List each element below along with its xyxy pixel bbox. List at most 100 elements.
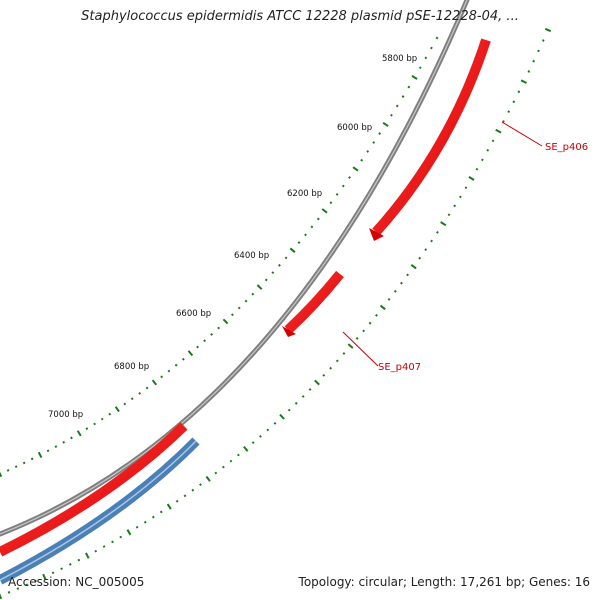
outer-scale-major-tick xyxy=(85,552,90,559)
outer-scale-minor-tick xyxy=(77,558,81,562)
inner-scale-major-tick xyxy=(222,318,229,325)
scale-label-5800: 5800 bp xyxy=(382,54,417,64)
inner-scale-major-tick xyxy=(411,75,418,80)
inner-scale-minor-tick xyxy=(108,412,112,416)
gene-SE_p407-shape[interactable] xyxy=(284,270,344,334)
inner-scale-minor-tick xyxy=(123,402,127,406)
outer-scale-major-tick xyxy=(166,503,172,510)
outer-scale-minor-tick xyxy=(214,471,218,475)
outer-scale-minor-tick xyxy=(294,401,298,405)
inner-scale-minor-tick xyxy=(366,150,370,153)
outer-scale-major-tick xyxy=(126,529,132,536)
outer-scale-minor-tick xyxy=(322,373,326,377)
outer-scale-major-tick xyxy=(347,343,354,349)
outer-scale-major-tick xyxy=(520,79,527,84)
inner-scale-minor-tick xyxy=(181,357,185,361)
scale-label-6200: 6200 bp xyxy=(287,189,322,199)
inner-scale-minor-tick xyxy=(196,345,199,349)
inner-scale-minor-tick xyxy=(244,299,248,303)
outer-scale-minor-tick xyxy=(60,567,63,571)
outer-scale-minor-tick xyxy=(191,488,195,492)
outer-scale-minor-tick xyxy=(480,158,484,162)
outer-scale-minor-tick xyxy=(308,388,312,391)
outer-scale-minor-tick xyxy=(229,459,233,463)
outer-scale-major-tick xyxy=(440,221,447,227)
outer-scale-minor-tick xyxy=(119,535,123,539)
outer-scale-minor-tick xyxy=(34,579,37,583)
inner-scale-minor-tick xyxy=(401,95,405,98)
inner-scale-minor-tick xyxy=(14,465,18,469)
gene-label-SE_p407[interactable]: SE_p407 xyxy=(378,362,421,373)
inner-scale-major-tick xyxy=(151,379,157,386)
inner-scale-minor-tick xyxy=(278,263,281,267)
outer-scale-minor-tick xyxy=(512,100,516,104)
scale-label-6600: 6600 bp xyxy=(176,309,211,319)
gene-lower-reverse-shape[interactable] xyxy=(0,437,200,585)
inner-scale-minor-tick xyxy=(70,436,73,440)
gene-SE_p406-shape[interactable] xyxy=(372,38,491,236)
inner-scale-major-tick xyxy=(289,247,296,253)
outer-scale-minor-tick xyxy=(507,110,511,113)
outer-scale-minor-tick xyxy=(537,49,540,53)
outer-scale-minor-tick xyxy=(362,329,366,333)
outer-scale-minor-tick xyxy=(7,591,11,594)
inner-scale-minor-tick xyxy=(390,113,393,117)
outer-scale-minor-tick xyxy=(151,515,155,519)
gene-SE_p406-leader-line xyxy=(501,121,543,147)
outer-scale-major-tick xyxy=(495,128,502,134)
outer-scale-minor-tick xyxy=(400,281,403,285)
inner-scale-minor-tick xyxy=(230,313,234,317)
outer-scale-minor-tick xyxy=(68,563,72,566)
inner-scale-major-tick xyxy=(0,471,3,478)
inner-scale-major-tick xyxy=(37,451,43,459)
gene-SE_p407-arrowhead xyxy=(282,326,296,337)
outer-scale-minor-tick xyxy=(301,395,305,398)
inner-scale-minor-tick xyxy=(310,225,314,229)
inner-scale-minor-tick xyxy=(395,104,399,108)
inner-scale-ticks xyxy=(0,36,439,478)
inner-scale-minor-tick xyxy=(360,158,364,162)
outer-scale-minor-tick xyxy=(222,465,225,469)
inner-scale-minor-tick xyxy=(174,363,178,367)
outer-scale-minor-tick xyxy=(25,583,29,587)
inner-scale-major-tick xyxy=(256,284,263,290)
inner-scale-minor-tick xyxy=(297,241,301,244)
inner-scale-minor-tick xyxy=(22,461,26,465)
outer-scale-minor-tick xyxy=(453,204,457,208)
inner-scale-major-tick xyxy=(187,350,194,357)
outer-scale-minor-tick xyxy=(541,39,545,42)
outer-scale-minor-tick xyxy=(464,186,468,190)
outer-scale-major-tick xyxy=(410,263,417,270)
outer-scale-minor-tick xyxy=(251,441,255,445)
inner-scale-minor-tick xyxy=(210,333,214,336)
gene-label-SE_p406[interactable]: SE_p406 xyxy=(545,142,588,153)
gene-lower-forward-shape[interactable] xyxy=(0,422,188,557)
outer-scale-major-tick xyxy=(314,379,320,386)
outer-scale-minor-tick xyxy=(424,248,428,252)
scale-label-6400: 6400 bp xyxy=(234,251,269,261)
inner-scale-minor-tick xyxy=(407,85,411,89)
gene-SE_p407-leader-line xyxy=(342,331,379,367)
outer-scale-minor-tick xyxy=(342,352,346,355)
map-title: Staphylococcus epidermidis ATCC 12228 pl… xyxy=(81,9,519,24)
outer-scale-minor-tick xyxy=(532,59,536,63)
gene-SE_p406-arrowhead xyxy=(369,228,384,241)
outer-scale-minor-tick xyxy=(175,499,179,503)
inner-scale-minor-tick xyxy=(217,326,221,330)
accession-text: Accession: NC_005005 xyxy=(8,575,145,589)
inner-scale-minor-tick xyxy=(30,457,34,461)
inner-scale-minor-tick xyxy=(424,56,428,60)
outer-scale-minor-tick xyxy=(199,483,202,486)
inner-scale-minor-tick xyxy=(372,141,376,144)
outer-scale-major-tick xyxy=(468,176,475,181)
outer-scale-minor-tick xyxy=(393,289,397,293)
inner-scale-major-tick xyxy=(76,430,82,437)
outer-scale-minor-tick xyxy=(111,540,114,544)
inner-scale-minor-tick xyxy=(378,132,382,135)
scale-label-6800: 6800 bp xyxy=(114,362,149,372)
inner-scale-minor-tick xyxy=(62,440,66,444)
outer-scale-ticks xyxy=(0,27,552,600)
inner-scale-minor-tick xyxy=(167,369,171,373)
outer-scale-minor-tick xyxy=(527,70,531,73)
outer-scale-minor-tick xyxy=(143,520,147,524)
